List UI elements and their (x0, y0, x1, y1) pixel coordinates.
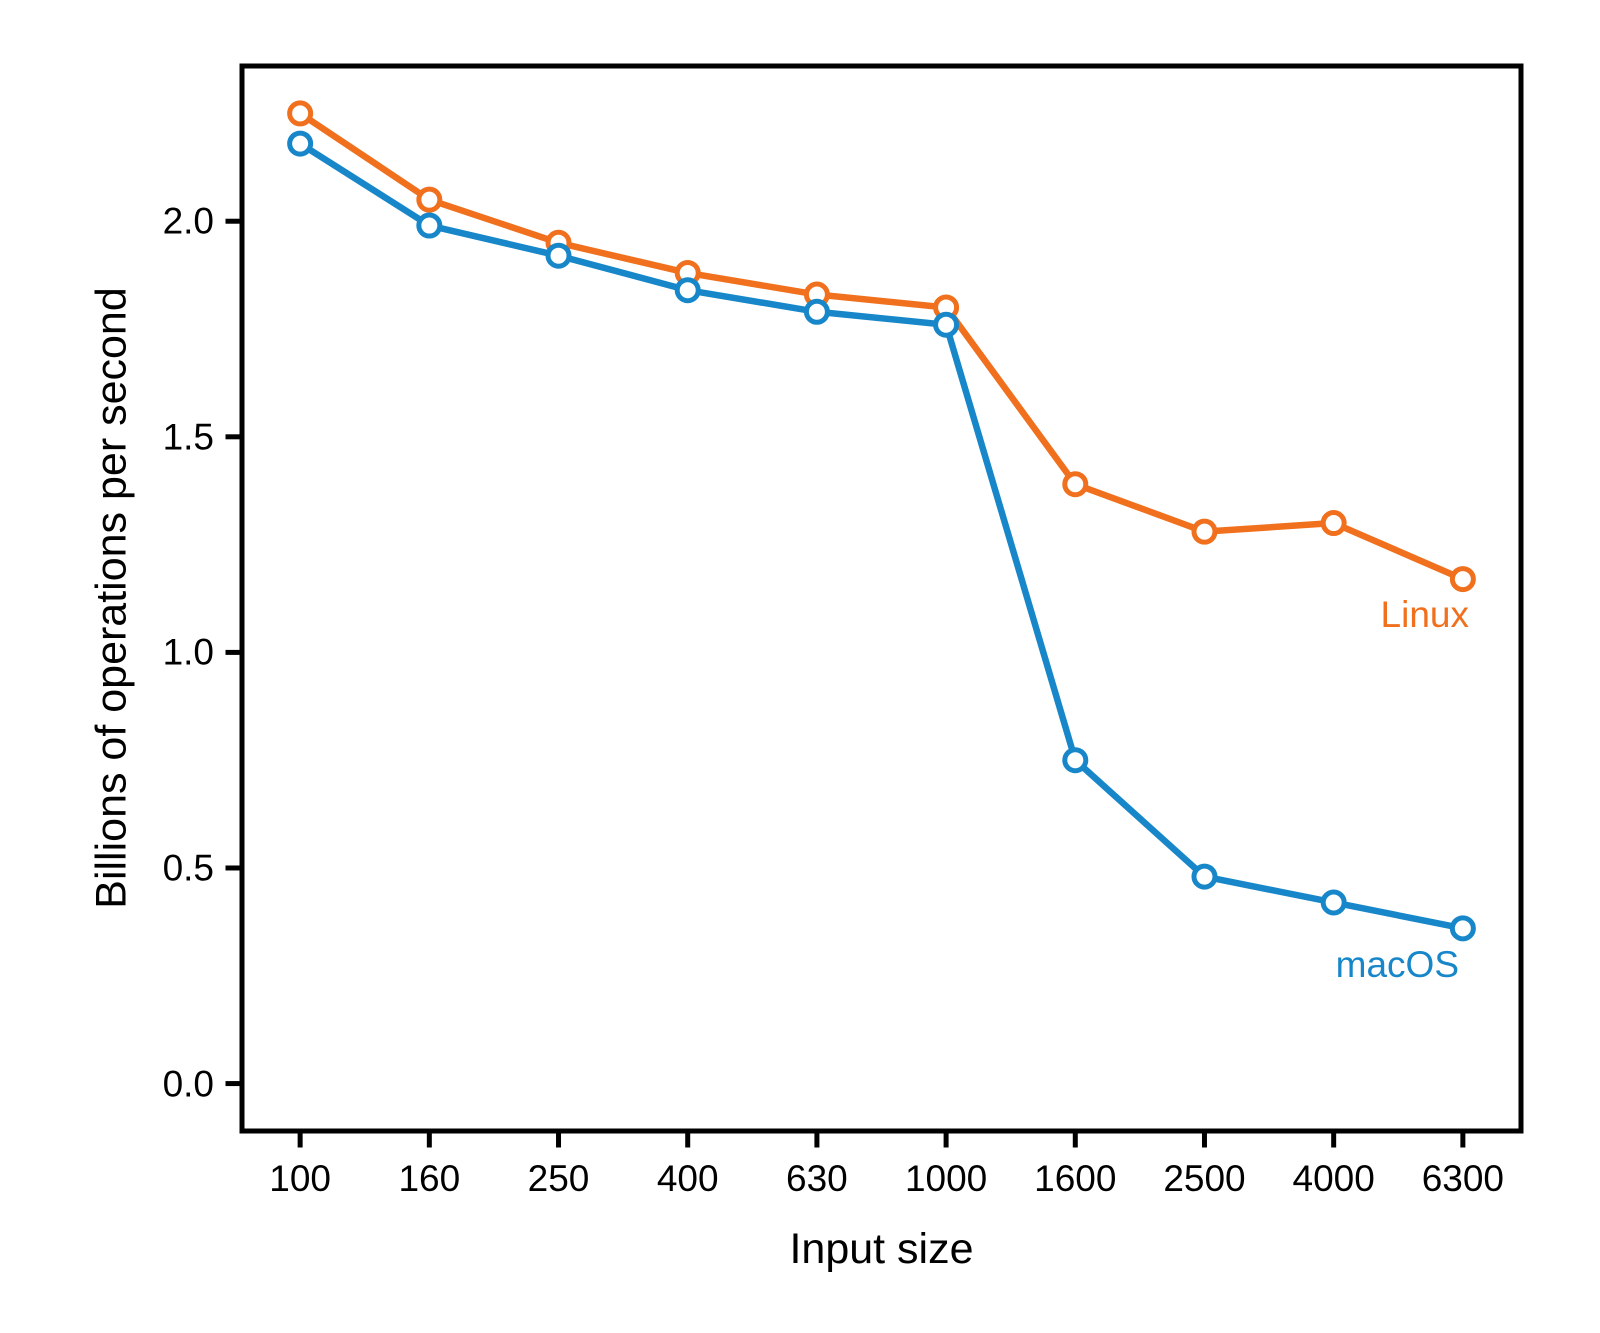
data-point-macos (1062, 747, 1089, 774)
axes-frame (239, 63, 1524, 1134)
series-label-macos: macOS (1335, 944, 1459, 985)
x-tick-label: 4000 (1292, 1158, 1375, 1199)
x-tick-label: 400 (656, 1158, 719, 1199)
x-tick-label: 100 (269, 1158, 331, 1199)
data-point-macos (674, 277, 701, 304)
y-tick-label: 2.0 (162, 200, 214, 242)
series-line-macos (296, 140, 1467, 932)
y-tick-label: 1.5 (162, 416, 214, 458)
x-tick-label: 2500 (1163, 1158, 1246, 1199)
data-point-linux (287, 100, 314, 127)
data-point-linux (1062, 471, 1089, 498)
data-point-macos (1320, 889, 1347, 916)
x-tick-label: 1000 (904, 1158, 988, 1199)
series-line-linux (296, 110, 1467, 583)
y-tick-label: 1.0 (162, 631, 214, 673)
y-axis-title-text: Billions of operations per second (87, 287, 136, 909)
data-point-macos (803, 298, 830, 325)
x-tick-label: 6300 (1421, 1158, 1505, 1199)
data-point-macos (545, 242, 572, 269)
data-point-macos (287, 130, 314, 157)
data-point-linux (1320, 510, 1347, 537)
data-point-linux (1191, 518, 1218, 545)
data-point-macos (1191, 863, 1218, 890)
y-tick-label: 0.5 (162, 847, 214, 889)
x-axis-title: Input size (789, 1225, 974, 1273)
y-tick-label: 0.0 (162, 1063, 214, 1105)
data-point-macos (933, 311, 960, 338)
data-point-linux (1449, 566, 1476, 593)
x-tick-label: 160 (398, 1158, 461, 1199)
data-point-linux (416, 186, 443, 213)
x-tick-label: 250 (527, 1158, 590, 1199)
x-tick-label: 630 (786, 1158, 848, 1199)
series-label-linux: Linux (1380, 594, 1469, 635)
data-point-macos (1449, 915, 1476, 942)
x-tick-label: 1600 (1034, 1158, 1117, 1199)
data-point-macos (416, 212, 443, 239)
